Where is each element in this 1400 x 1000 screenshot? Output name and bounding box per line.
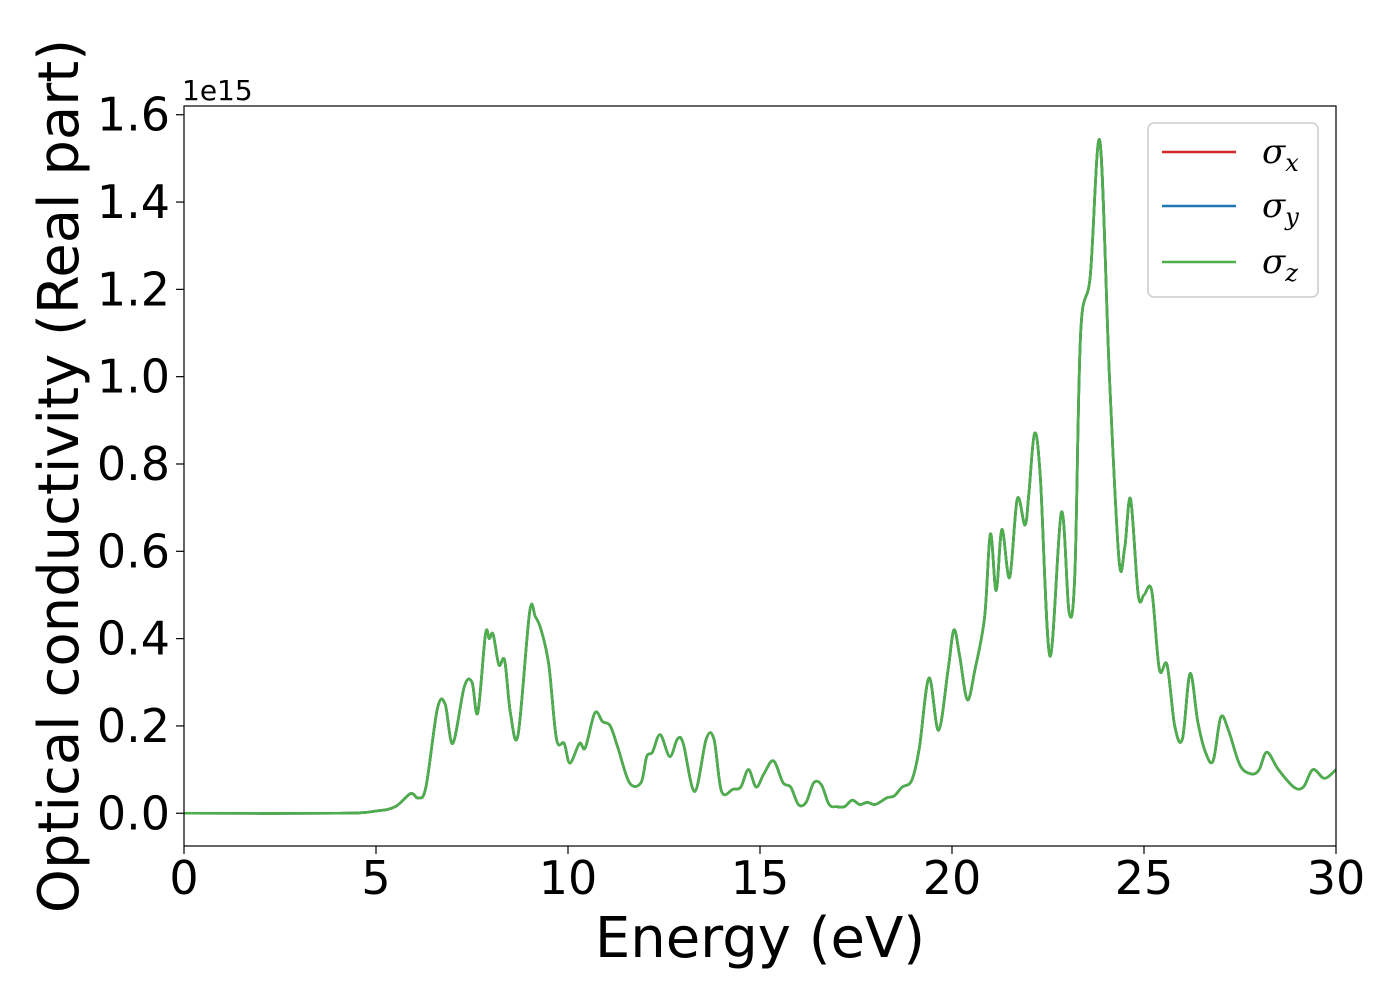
y-tick-label: 1.6 [97,88,170,142]
x-tick-label: 30 [1307,851,1366,905]
legend-symbol: σ [1262,132,1286,172]
legend-subscript: z [1284,259,1298,287]
legend-label-x: σx [1262,132,1299,177]
x-tick-label: 10 [539,851,598,905]
y-tick-label: 0.0 [97,786,170,840]
y-tick-label: 1.0 [97,350,170,404]
x-axis: 0 5 10 15 20 25 30 [169,846,1365,905]
y-tick-label: 0.4 [97,612,170,666]
legend-symbol: σ [1262,186,1286,226]
y-offset-label: 1e15 [182,74,253,107]
legend-symbol: σ [1262,242,1286,282]
legend-label-z: σz [1262,242,1298,287]
y-tick-label: 1.2 [97,262,170,316]
series-line-sigma-z [183,138,1337,815]
legend-subscript: x [1285,149,1299,177]
x-tick-label: 25 [1115,851,1174,905]
y-tick-label: 1.4 [97,175,170,229]
legend-box [1147,122,1319,298]
y-axis-title: Optical conductivity (Real part) [27,39,92,913]
x-axis-title: Energy (eV) [595,906,925,971]
y-axis: 0.0 0.2 0.4 0.6 0.8 1.0 1.2 1.4 1.6 [97,88,184,840]
legend-label-y: σy [1262,186,1299,231]
x-tick-label: 15 [731,851,790,905]
plot-background [184,106,1336,846]
y-tick-label: 0.2 [97,699,170,753]
x-tick-label: 0 [169,851,198,905]
x-tick-label: 20 [923,851,982,905]
series-layer [183,138,1337,815]
y-tick-label: 0.6 [97,524,170,578]
y-tick-label: 0.8 [97,437,170,491]
legend-subscript: y [1284,203,1299,231]
x-tick-label: 5 [361,851,390,905]
